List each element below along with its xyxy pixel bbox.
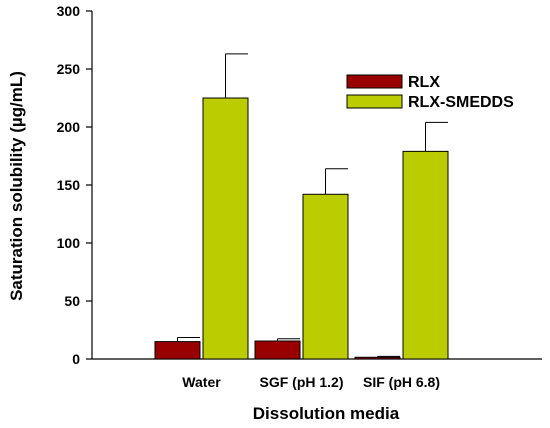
y-tick-label: 100 bbox=[57, 235, 81, 251]
y-tick-label: 200 bbox=[57, 119, 81, 135]
legend-label: RLX bbox=[408, 74, 440, 91]
legend-label: RLX-SMEDDS bbox=[408, 94, 514, 111]
y-tick-label: 250 bbox=[57, 61, 81, 77]
x-tick-label: SIF (pH 6.8) bbox=[363, 374, 440, 390]
x-tick-label: SGF (pH 1.2) bbox=[259, 374, 343, 390]
y-axis-title: Saturation solubility (µg/mL) bbox=[7, 71, 26, 301]
bar-rlx-smedds-1 bbox=[202, 97, 249, 360]
y-tick-label: 0 bbox=[72, 351, 80, 367]
bar-rlx-1 bbox=[154, 341, 201, 360]
x-tick-label: Water bbox=[182, 374, 221, 390]
legend-swatch bbox=[346, 74, 403, 89]
y-tick-label: 50 bbox=[64, 293, 80, 309]
plot-area: 0 50 100 150 200 250 300 Water SGF (pH 1.2) SIF (… bbox=[57, 3, 542, 390]
bar-rlx-smedds-3 bbox=[402, 150, 449, 360]
bar-rlx-3 bbox=[354, 356, 401, 360]
legend: RLX RLX-SMEDDS bbox=[346, 74, 514, 111]
y-tick-label: 150 bbox=[57, 177, 81, 193]
legend-swatch bbox=[346, 94, 403, 109]
bar-rlx-2 bbox=[254, 340, 301, 360]
bar-rlx-smedds-2 bbox=[302, 193, 349, 360]
x-axis-title: Dissolution media bbox=[253, 404, 400, 423]
y-tick-label: 300 bbox=[57, 3, 81, 19]
